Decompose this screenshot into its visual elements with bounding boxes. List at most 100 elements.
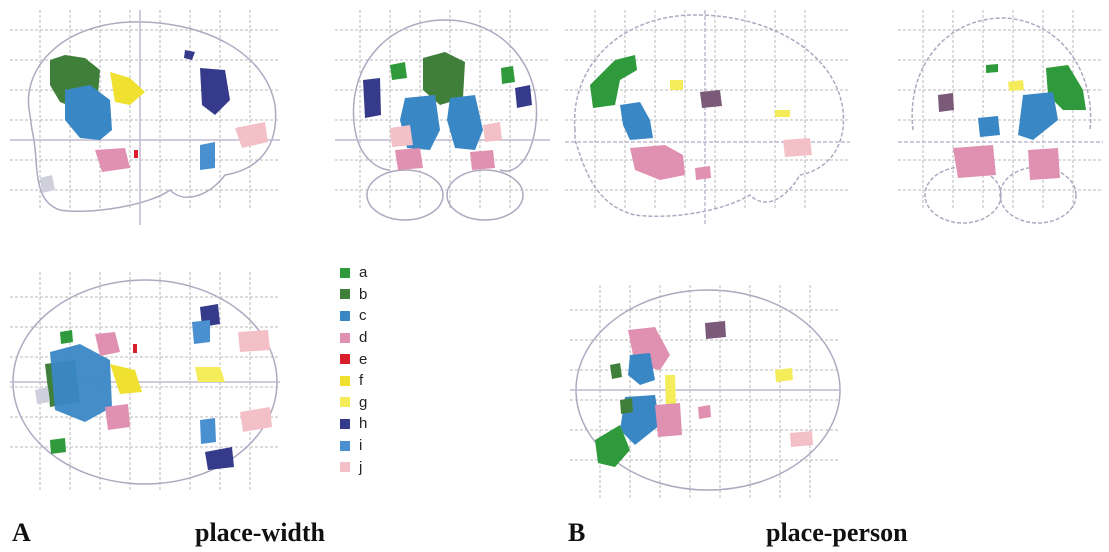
blob-a (50, 438, 66, 454)
blob-grey (40, 175, 55, 193)
activation-blobs (35, 304, 272, 470)
blob-d (95, 148, 130, 172)
blob-a (1046, 65, 1086, 110)
legend-label: e (359, 350, 368, 368)
activation-blobs (938, 64, 1086, 180)
blob-a-right (501, 66, 515, 84)
blob-d-right (1028, 148, 1060, 180)
blob-j (783, 138, 812, 157)
blob-e (134, 150, 138, 158)
legend-swatch (340, 440, 350, 451)
blob-e (133, 344, 137, 353)
panel-b-title: place-person (766, 518, 908, 547)
panel-a-title: place-width (195, 518, 325, 547)
blob-a (390, 62, 407, 80)
blob-j (790, 431, 813, 447)
grid-lines (565, 10, 850, 210)
blob-i (200, 142, 215, 170)
legend-item: d (340, 327, 400, 349)
glass-brain-coronal-a (335, 10, 555, 225)
blob-j (235, 122, 268, 148)
legend-label: b (359, 285, 368, 303)
blob-h-right (515, 85, 532, 108)
legend: a b c d e f g h i j (340, 262, 400, 478)
blob-d-small (695, 166, 711, 180)
blob-c (50, 344, 112, 422)
blob-c (65, 85, 112, 140)
blob-d (953, 145, 996, 178)
blob-g-right (775, 368, 793, 382)
blob-d-lower (655, 403, 682, 437)
blob-g (1008, 80, 1024, 91)
blob-g (665, 375, 676, 407)
blob-i-lower (200, 418, 216, 444)
legend-swatch (340, 289, 350, 300)
legend-item: e (340, 348, 400, 370)
blob-d-right (470, 150, 495, 170)
legend-swatch (340, 332, 350, 343)
blob-h-grey (700, 90, 722, 108)
legend-item: f (340, 370, 400, 392)
panel-a-letter: A (12, 518, 31, 547)
legend-swatch (340, 354, 350, 365)
blob-j (390, 125, 413, 147)
blob-f (110, 364, 142, 394)
brain-outline (10, 10, 280, 225)
blob-c (620, 102, 653, 140)
blob-a-small (986, 64, 998, 73)
blob-h (200, 68, 230, 115)
brain-outline (570, 289, 841, 491)
legend-label: g (359, 393, 368, 411)
activation-blobs (590, 55, 812, 180)
blob-g-small (775, 110, 790, 117)
blob-i (192, 320, 210, 344)
blob-j (238, 330, 270, 352)
blob-a (590, 55, 637, 108)
legend-swatch (340, 310, 350, 321)
blob-h (363, 78, 381, 118)
legend-item: j (340, 456, 400, 478)
activation-blobs (40, 50, 268, 193)
blob-h-lower (205, 447, 234, 470)
glass-brain-axial-a (10, 272, 290, 497)
legend-swatch (340, 418, 350, 429)
legend-label: d (359, 329, 368, 347)
legend-item: b (340, 284, 400, 306)
legend-label: f (359, 372, 364, 390)
legend-swatch (340, 397, 350, 408)
glass-brain-axial-b (570, 285, 845, 505)
legend-item: h (340, 413, 400, 435)
legend-label: h (359, 415, 368, 433)
blob-d (95, 332, 120, 356)
blob-a (595, 425, 630, 467)
glass-brain-coronal-b (898, 10, 1103, 235)
blob-b (610, 363, 622, 379)
legend-item: c (340, 305, 400, 327)
blob-d (395, 148, 423, 170)
blob-c-left (978, 116, 1000, 137)
blob-b-lower (620, 398, 633, 414)
blob-d-lower (105, 404, 130, 430)
blob-h-small (184, 50, 195, 60)
blob-h-grey (938, 93, 954, 112)
legend-item: a (340, 262, 400, 284)
legend-label: c (359, 307, 367, 325)
legend-swatch (340, 462, 350, 473)
legend-swatch (340, 267, 350, 278)
activation-blobs (363, 52, 532, 170)
blob-g (670, 80, 683, 90)
brain-outline (565, 10, 850, 225)
activation-blobs (595, 321, 813, 467)
blob-grey (35, 387, 50, 404)
blob-j-right (483, 122, 502, 142)
blob-g (195, 367, 225, 382)
blob-f (110, 72, 145, 105)
blob-b (423, 52, 465, 105)
blob-d (630, 145, 685, 180)
blob-j-lower (240, 407, 272, 432)
blob-c-right (447, 95, 483, 150)
panel-b-letter: B (568, 518, 586, 547)
legend-label: i (359, 437, 363, 455)
blob-c (628, 353, 655, 385)
blob-c (1018, 92, 1058, 140)
